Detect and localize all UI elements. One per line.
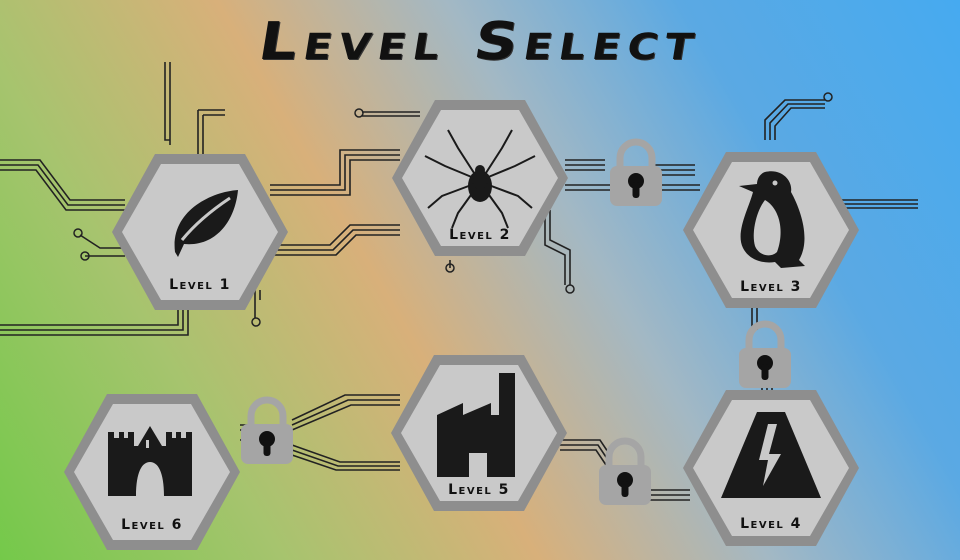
spider-icon — [424, 129, 536, 229]
level-1-label: Level 1 — [169, 277, 231, 293]
level-4-tile[interactable]: Level 4 — [683, 390, 859, 546]
lock-level5-6[interactable] — [241, 400, 293, 464]
lock-level4-5[interactable] — [599, 441, 651, 505]
penguin-icon — [739, 171, 805, 268]
level-1-tile[interactable]: Level 1 — [112, 154, 288, 310]
level-4-label: Level 4 — [740, 516, 802, 532]
leaf-icon — [174, 190, 238, 257]
level-6-label: Level 6 — [121, 517, 183, 533]
level-3-label: Level 3 — [740, 279, 802, 295]
road-icon — [721, 412, 821, 498]
level-2-label: Level 2 — [449, 227, 511, 243]
page-title: Level Select — [254, 12, 706, 72]
circuit-traces — [0, 62, 918, 501]
level-5-label: Level 5 — [448, 482, 510, 498]
circuit-nodes — [73, 92, 833, 327]
level-2-tile[interactable]: Level 2 — [392, 100, 568, 256]
lock-level2-3[interactable] — [610, 142, 662, 206]
level-6-tile[interactable]: Level 6 — [64, 394, 240, 550]
level-3-tile[interactable]: Level 3 — [683, 152, 859, 308]
level-5-tile[interactable]: Level 5 — [391, 355, 567, 511]
castle-icon — [108, 426, 192, 496]
factory-icon — [437, 373, 515, 477]
lock-level3-4[interactable] — [739, 324, 791, 388]
